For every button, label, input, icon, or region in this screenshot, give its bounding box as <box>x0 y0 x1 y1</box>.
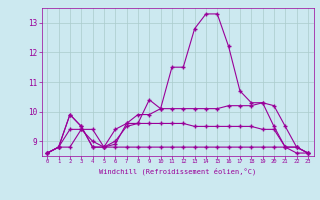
X-axis label: Windchill (Refroidissement éolien,°C): Windchill (Refroidissement éolien,°C) <box>99 167 256 175</box>
